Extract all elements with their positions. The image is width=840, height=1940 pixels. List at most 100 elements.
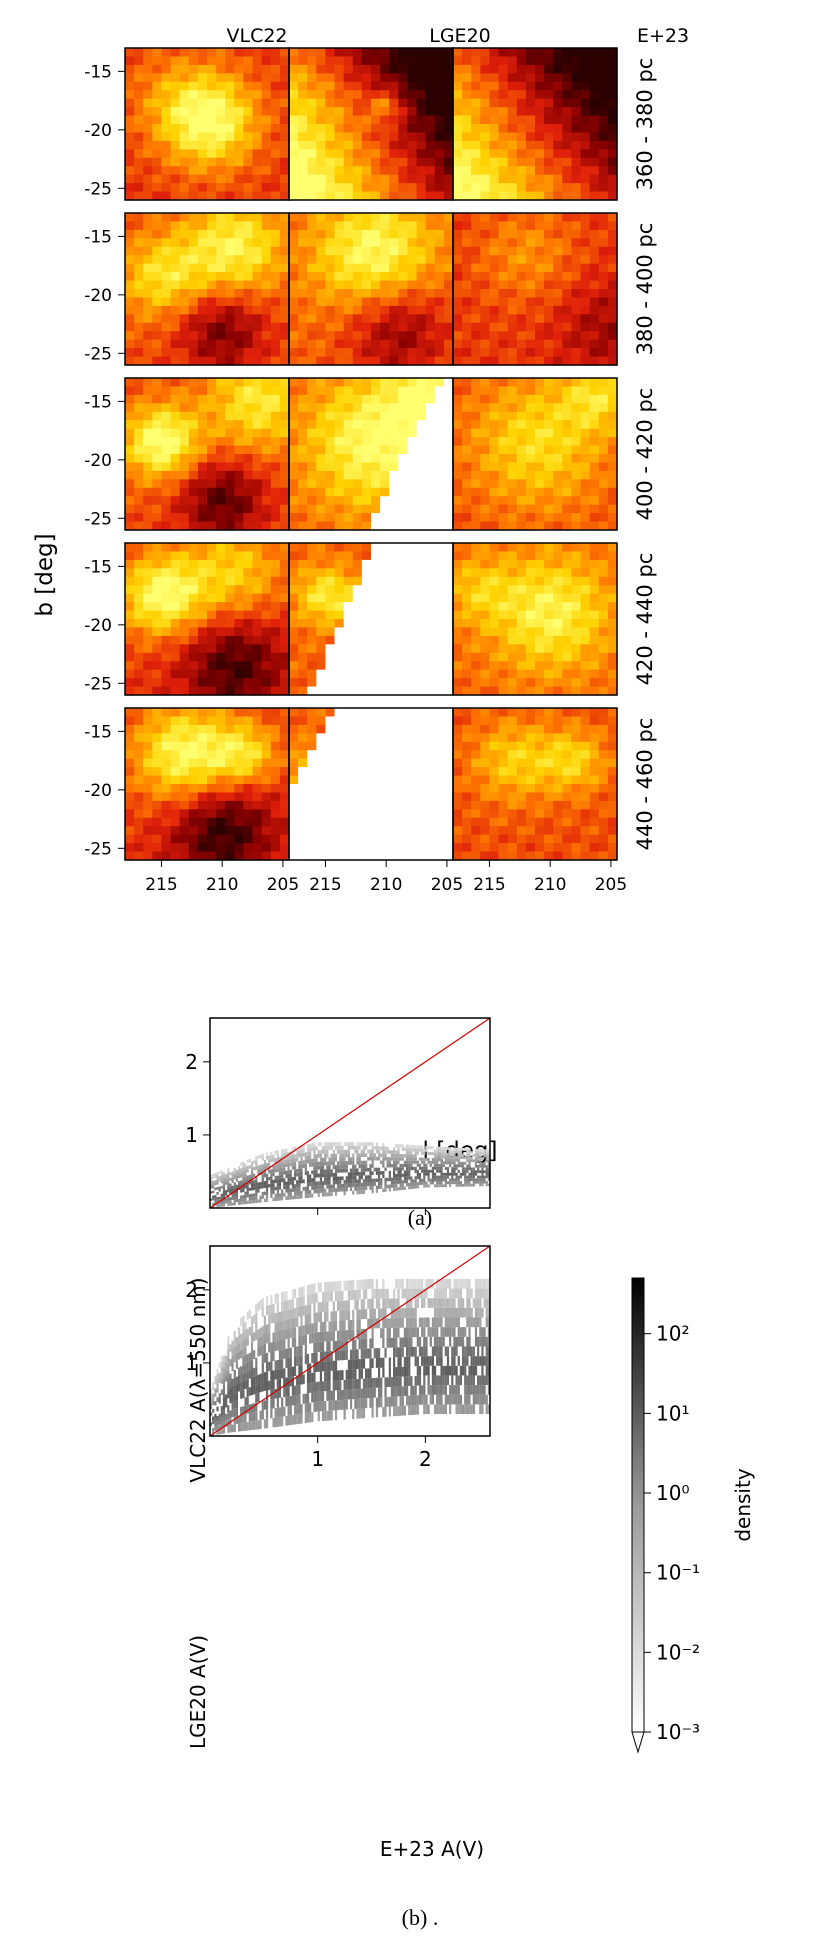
heatmap-cell bbox=[571, 90, 582, 100]
heatmap-cell bbox=[161, 708, 172, 718]
heatmap-cell bbox=[225, 826, 235, 836]
heatmap-cell bbox=[252, 238, 263, 248]
heatmap-cell bbox=[544, 255, 554, 265]
heatmap-cell bbox=[179, 652, 190, 662]
heatmap-cell bbox=[316, 817, 327, 827]
heatmap-cell bbox=[161, 593, 172, 603]
heatmap-cell bbox=[289, 246, 299, 256]
heatmap-cell bbox=[343, 775, 354, 785]
heatmap-cell bbox=[252, 107, 263, 117]
heatmap-cell bbox=[325, 733, 336, 743]
heatmap-cell bbox=[207, 462, 217, 472]
heatmap-cell bbox=[380, 669, 390, 679]
heatmap-cell bbox=[580, 454, 591, 464]
heatmap-cell bbox=[562, 394, 573, 404]
heatmap-cell bbox=[507, 403, 518, 413]
heatmap-cell bbox=[270, 559, 281, 569]
heatmap-cell bbox=[407, 559, 418, 569]
heatmap-cell bbox=[252, 140, 263, 150]
heatmap-cell bbox=[352, 322, 363, 332]
heatmap-cell bbox=[225, 272, 235, 282]
heatmap-cell bbox=[125, 445, 135, 455]
heatmap-e23-row-0 bbox=[453, 48, 618, 201]
heatmap-cell bbox=[134, 356, 144, 366]
heatmap-cell bbox=[607, 428, 618, 438]
heatmap-cell bbox=[443, 246, 454, 256]
heatmap-cell bbox=[380, 826, 390, 836]
heatmap-cell bbox=[443, 576, 454, 586]
heatmap-cell bbox=[307, 157, 317, 167]
heatmap-cell bbox=[179, 48, 190, 58]
heatmap-cell bbox=[307, 90, 317, 100]
heatmap-cell bbox=[571, 593, 582, 603]
heatmap-cell bbox=[535, 733, 545, 743]
heatmap-cell bbox=[143, 297, 153, 307]
heatmap-cell bbox=[252, 297, 263, 307]
heatmap-cell bbox=[371, 445, 381, 455]
heatmap-cell bbox=[598, 504, 609, 514]
heatmap-cell bbox=[316, 576, 327, 586]
heatmap-cell bbox=[289, 445, 299, 455]
heatmap-cell bbox=[143, 348, 153, 358]
heatmap-cell bbox=[279, 652, 290, 662]
heatmap-cell bbox=[443, 174, 454, 184]
heatmap-cell bbox=[170, 775, 181, 785]
heatmap-cell bbox=[134, 521, 144, 531]
heatmap-cell bbox=[480, 504, 491, 514]
heatmap-cell bbox=[270, 843, 281, 853]
heatmap-cell bbox=[270, 56, 281, 66]
heatmap-cell bbox=[571, 775, 582, 785]
heatmap-cell bbox=[525, 644, 536, 654]
heatmap-cell bbox=[225, 305, 235, 315]
heatmap-cell bbox=[598, 826, 609, 836]
heatmap-cell bbox=[179, 246, 190, 256]
heatmap-cell bbox=[389, 174, 399, 184]
heatmap-cell bbox=[407, 724, 418, 734]
heatmap-cell bbox=[580, 479, 591, 489]
heatmap-cell bbox=[152, 263, 163, 273]
heatmap-cell bbox=[125, 487, 135, 497]
heatmap-cell bbox=[425, 521, 436, 531]
heatmap-cell bbox=[316, 229, 327, 239]
heatmap-cell bbox=[489, 174, 500, 184]
heatmap-cell bbox=[352, 851, 363, 861]
heatmap-cell bbox=[462, 305, 472, 315]
heatmap-cell bbox=[298, 809, 308, 819]
heatmap-cell bbox=[434, 238, 445, 248]
heatmap-cell bbox=[416, 140, 427, 150]
heatmap-cell bbox=[125, 420, 135, 430]
heatmap-cell bbox=[562, 462, 573, 472]
heatmap-cell bbox=[216, 644, 226, 654]
heatmap-cell bbox=[152, 348, 163, 358]
heatmap-cell bbox=[407, 834, 418, 844]
heatmap-cell bbox=[261, 724, 272, 734]
heatmap-cell bbox=[243, 314, 254, 324]
heatmap-cell bbox=[535, 238, 545, 248]
heatmap-cell bbox=[125, 585, 135, 595]
heatmap-cell bbox=[270, 305, 281, 315]
heatmap-cell bbox=[398, 48, 409, 58]
heatmap-cell bbox=[161, 521, 172, 531]
heatmap-cell bbox=[407, 64, 418, 74]
heatmap-cell bbox=[225, 602, 235, 612]
heatmap-cell bbox=[343, 585, 354, 595]
heatmap-cell bbox=[161, 297, 172, 307]
heatmap-cell bbox=[197, 521, 208, 531]
heatmap-cell bbox=[343, 454, 354, 464]
heatmap-cell bbox=[471, 331, 481, 341]
heatmap-cell bbox=[398, 724, 409, 734]
heatmap-cell bbox=[571, 183, 582, 193]
heatmap-cell bbox=[425, 775, 436, 785]
heatmap-cell bbox=[361, 559, 372, 569]
heatmap-cell bbox=[598, 124, 609, 134]
heatmap-cell bbox=[207, 115, 217, 125]
heatmap-cell bbox=[498, 73, 509, 83]
heatmap-cell bbox=[389, 543, 399, 553]
heatmap-cell bbox=[598, 851, 609, 861]
heatmap-cell bbox=[571, 454, 582, 464]
heatmap-cell bbox=[179, 767, 190, 777]
heatmap-cell bbox=[261, 356, 272, 366]
heatmap-cell bbox=[516, 140, 527, 150]
heatmap-cell bbox=[580, 394, 591, 404]
heatmap-cell bbox=[152, 619, 163, 629]
